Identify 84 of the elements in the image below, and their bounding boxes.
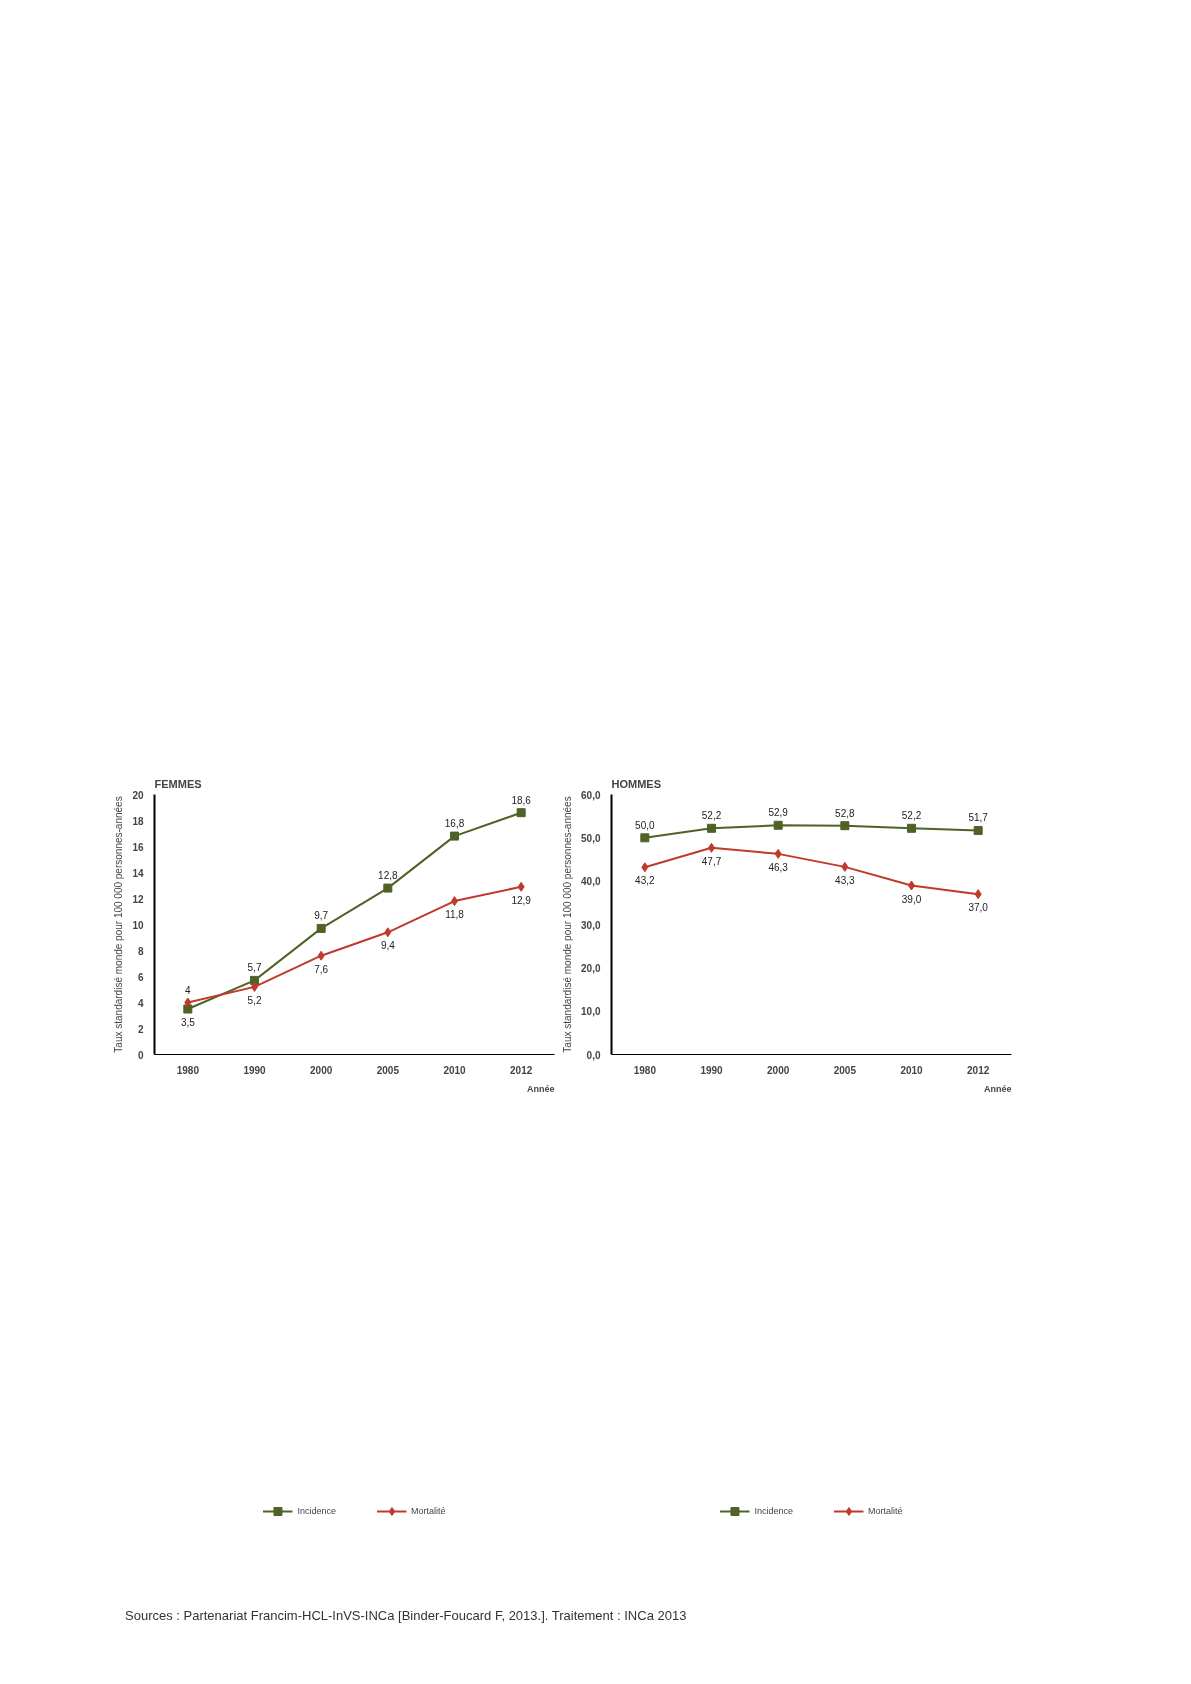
x-tick-label: 2012 — [510, 1064, 533, 1076]
y-tick-label: 50,0 — [581, 832, 601, 844]
x-tick-label: 1990 — [243, 1064, 267, 1076]
y-tick-label: 2 — [137, 1023, 144, 1035]
x-axis-title: Année — [526, 1083, 555, 1094]
x-tick-label: 1980 — [633, 1064, 657, 1076]
point — [973, 825, 983, 835]
data-label: 4 — [185, 984, 192, 996]
data-label: 47,7 — [701, 855, 722, 867]
chart-title: HOMMES — [611, 777, 661, 790]
point — [384, 927, 392, 938]
y-tick-label: 6 — [137, 971, 144, 983]
x-tick-label: 2000 — [767, 1064, 790, 1076]
data-label: 43,3 — [835, 874, 855, 886]
point — [383, 883, 393, 893]
x-axis-title: Année — [983, 1083, 1012, 1094]
legend-label: Mortalité — [868, 1506, 903, 1517]
y-tick-label: 60,0 — [581, 789, 601, 801]
x-tick-label: 1990 — [700, 1064, 724, 1076]
data-label: 37,0 — [968, 902, 989, 914]
point — [184, 997, 192, 1008]
y-tick-label: 20 — [132, 789, 144, 801]
legend-label: Incidence — [754, 1506, 794, 1517]
data-label: 5,7 — [247, 962, 262, 974]
data-label: 18,6 — [511, 794, 532, 806]
point — [773, 820, 783, 830]
data-label: 7,6 — [314, 963, 329, 975]
data-label: 5,2 — [247, 994, 262, 1006]
data-label: 46,3 — [768, 861, 789, 873]
y-tick-label: 0,0 — [586, 1049, 601, 1061]
chart-title: FEMMES — [154, 777, 202, 790]
data-label: 9,7 — [314, 910, 329, 922]
legend-label: Incidence — [297, 1506, 337, 1517]
point — [183, 1004, 193, 1014]
y-tick-label: 8 — [137, 945, 144, 957]
x-tick-label: 2010 — [900, 1064, 924, 1076]
x-tick-label: 2000 — [310, 1064, 333, 1076]
point — [641, 862, 649, 873]
x-tick-label: 2005 — [833, 1064, 857, 1076]
y-tick-label: 18 — [132, 815, 144, 827]
data-label: 52,2 — [901, 810, 922, 822]
data-label: 52,2 — [701, 810, 722, 822]
data-label: 39,0 — [901, 893, 922, 905]
x-tick-label: 2005 — [376, 1064, 400, 1076]
data-label: 52,9 — [768, 807, 789, 819]
data-label: 12,8 — [378, 870, 398, 882]
point — [841, 861, 849, 872]
y-tick-label: 10 — [132, 919, 144, 931]
data-label: 50,0 — [635, 819, 655, 831]
source-note: Sources : Partenariat Francim-HCL-InVS-INCa [Binder-Foucard F, 2013.]. Traitement : INCa 2013 — [125, 1607, 687, 1625]
data-label: 3,5 — [180, 1017, 196, 1028]
point — [974, 889, 982, 900]
data-label: 52,8 — [835, 807, 855, 819]
y-axis-title: Taux standardisé monde pour 100 000 personnes-années — [562, 796, 574, 1053]
x-tick-label: 1980 — [176, 1064, 200, 1076]
point — [707, 823, 716, 833]
y-tick-label: 30,0 — [581, 919, 601, 931]
data-label: 16,8 — [444, 818, 465, 830]
point — [774, 848, 782, 859]
data-label: 11,8 — [445, 909, 465, 921]
x-tick-label: 2012 — [967, 1064, 990, 1076]
data-label: 51,7 — [968, 812, 989, 824]
data-label: 43,2 — [635, 875, 655, 887]
x-tick-label: 2010 — [443, 1064, 467, 1076]
y-tick-label: 40,0 — [581, 876, 601, 888]
y-tick-label: 14 — [132, 867, 144, 879]
point — [450, 831, 459, 841]
point — [517, 881, 525, 892]
point — [317, 950, 325, 961]
y-tick-label: 12 — [132, 893, 144, 905]
point — [316, 923, 326, 933]
point — [840, 821, 850, 831]
y-tick-label: 16 — [132, 841, 144, 853]
legend-label: Mortalité — [411, 1506, 446, 1517]
point — [516, 808, 526, 818]
y-tick-label: 10,0 — [581, 1006, 601, 1018]
y-axis-title: Taux standardisé monde pour 100 000 personnes-années — [113, 796, 125, 1053]
data-label: 9,4 — [380, 940, 396, 952]
y-tick-label: 0 — [137, 1049, 144, 1061]
data-label: 12,9 — [511, 894, 532, 906]
point — [640, 833, 650, 843]
point — [907, 823, 916, 833]
y-tick-label: 4 — [137, 997, 144, 1009]
y-tick-label: 20,0 — [581, 962, 601, 974]
